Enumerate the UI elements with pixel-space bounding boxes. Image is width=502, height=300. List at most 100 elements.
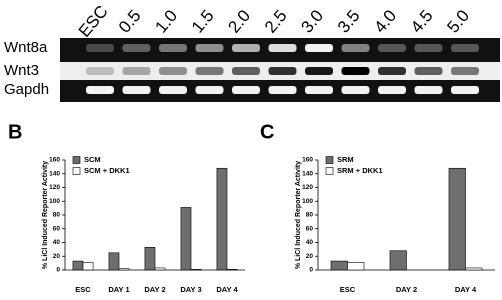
lane-label: 2.0 bbox=[224, 6, 254, 36]
lane-label: 3.5 bbox=[334, 6, 364, 36]
y-tick-label: 0 bbox=[56, 267, 60, 274]
y-tick-label: 0 bbox=[309, 267, 313, 274]
gel-band bbox=[414, 44, 443, 52]
lane-label: 3.0 bbox=[297, 6, 327, 36]
gel-band bbox=[341, 44, 370, 52]
gel-band bbox=[451, 67, 479, 75]
y-axis-title: % LiCl Induced Reporter Activity bbox=[295, 161, 302, 269]
bar bbox=[72, 260, 84, 271]
bar bbox=[448, 167, 466, 271]
row-label: Gapdh bbox=[4, 81, 49, 98]
gel-band bbox=[232, 67, 260, 75]
gel-band bbox=[195, 67, 224, 75]
bar bbox=[190, 269, 202, 271]
x-tick-label: DAY 4 bbox=[216, 285, 238, 294]
lane-label: 1.0 bbox=[151, 6, 181, 36]
bar bbox=[154, 267, 166, 271]
y-tick-label: 60 bbox=[53, 225, 61, 232]
row-label: Wnt8a bbox=[4, 39, 48, 56]
legend-swatch bbox=[72, 156, 81, 164]
legend-label: SRM + DKK1 bbox=[337, 166, 383, 175]
x-tick-label: ESC bbox=[75, 285, 91, 294]
y-tick-label: 80 bbox=[53, 212, 61, 219]
gel-band bbox=[159, 86, 187, 94]
y-tick-label: 20 bbox=[306, 253, 314, 260]
x-tick-label: DAY 4 bbox=[455, 285, 477, 294]
y-tick-label: 120 bbox=[49, 184, 60, 191]
gel-band bbox=[268, 67, 297, 75]
x-tick-label: DAY 3 bbox=[180, 285, 201, 294]
y-tick-label: 160 bbox=[302, 157, 313, 164]
gel-band bbox=[159, 67, 187, 75]
gel-band bbox=[86, 67, 114, 75]
lane-label: 5.0 bbox=[443, 6, 473, 36]
lane-label: 2.5 bbox=[261, 6, 291, 36]
gel-band bbox=[195, 44, 224, 52]
gel-band bbox=[378, 44, 406, 52]
lane-label: 4.0 bbox=[370, 6, 400, 36]
gel-band bbox=[341, 86, 370, 94]
gel-band bbox=[86, 44, 114, 52]
legend-swatch bbox=[325, 167, 334, 175]
gel-band bbox=[122, 44, 151, 52]
bar bbox=[216, 167, 228, 271]
y-tick-label: 80 bbox=[306, 212, 314, 219]
gel-band bbox=[232, 44, 260, 52]
gel-band bbox=[122, 67, 151, 75]
gel-band bbox=[451, 86, 479, 94]
row-label: Wnt3 bbox=[4, 62, 39, 79]
bar bbox=[108, 252, 120, 271]
x-tick-label: DAY 2 bbox=[396, 285, 417, 294]
lane-label: ESC bbox=[75, 2, 112, 41]
legend-swatch bbox=[325, 156, 334, 164]
legend-label: SRM bbox=[337, 155, 354, 164]
lane-label: 1.5 bbox=[188, 6, 218, 36]
gel-band bbox=[122, 86, 151, 94]
bar bbox=[82, 262, 94, 271]
bar bbox=[465, 267, 483, 271]
x-tick-label: DAY 2 bbox=[144, 285, 165, 294]
y-tick-label: 40 bbox=[53, 239, 61, 246]
x-tick-label: ESC bbox=[340, 285, 356, 294]
gel-band bbox=[195, 86, 224, 94]
bar bbox=[347, 262, 365, 271]
bar bbox=[144, 247, 156, 271]
gel-band bbox=[414, 86, 443, 94]
y-tick-label: 100 bbox=[49, 198, 60, 205]
bar bbox=[180, 207, 192, 271]
bar bbox=[389, 250, 407, 271]
y-axis-title: % LiCl Induced Reporter Activity bbox=[42, 161, 49, 269]
bar bbox=[118, 268, 130, 271]
lane-label: 0.5 bbox=[115, 6, 145, 36]
gel-band bbox=[268, 86, 297, 94]
gel-band bbox=[378, 67, 406, 75]
legend-swatch bbox=[72, 167, 81, 175]
gel-band bbox=[232, 86, 260, 94]
legend-label: SCM + DKK1 bbox=[84, 166, 130, 175]
gel-band bbox=[159, 44, 187, 52]
gel-band bbox=[305, 44, 333, 52]
gel-band bbox=[305, 86, 333, 94]
y-tick-label: 140 bbox=[302, 170, 313, 177]
y-tick-label: 120 bbox=[302, 184, 313, 191]
y-tick-label: 60 bbox=[306, 225, 314, 232]
y-tick-label: 160 bbox=[49, 157, 60, 164]
gel-band bbox=[305, 67, 333, 75]
y-tick-label: 140 bbox=[49, 170, 60, 177]
y-tick-label: 40 bbox=[306, 239, 314, 246]
legend-label: SCM bbox=[84, 155, 101, 164]
gel-band bbox=[414, 67, 443, 75]
bar bbox=[330, 260, 348, 271]
bar bbox=[226, 269, 238, 271]
gel-band bbox=[86, 86, 114, 94]
panel-label: B bbox=[8, 121, 22, 143]
gel-band bbox=[451, 44, 479, 52]
panel-label: C bbox=[260, 121, 274, 143]
y-tick-label: 20 bbox=[53, 253, 61, 260]
gel-band bbox=[378, 86, 406, 94]
gel-band bbox=[341, 67, 370, 75]
gel-band bbox=[268, 44, 297, 52]
x-tick-label: DAY 1 bbox=[108, 285, 129, 294]
lane-label: 4.5 bbox=[407, 6, 437, 36]
